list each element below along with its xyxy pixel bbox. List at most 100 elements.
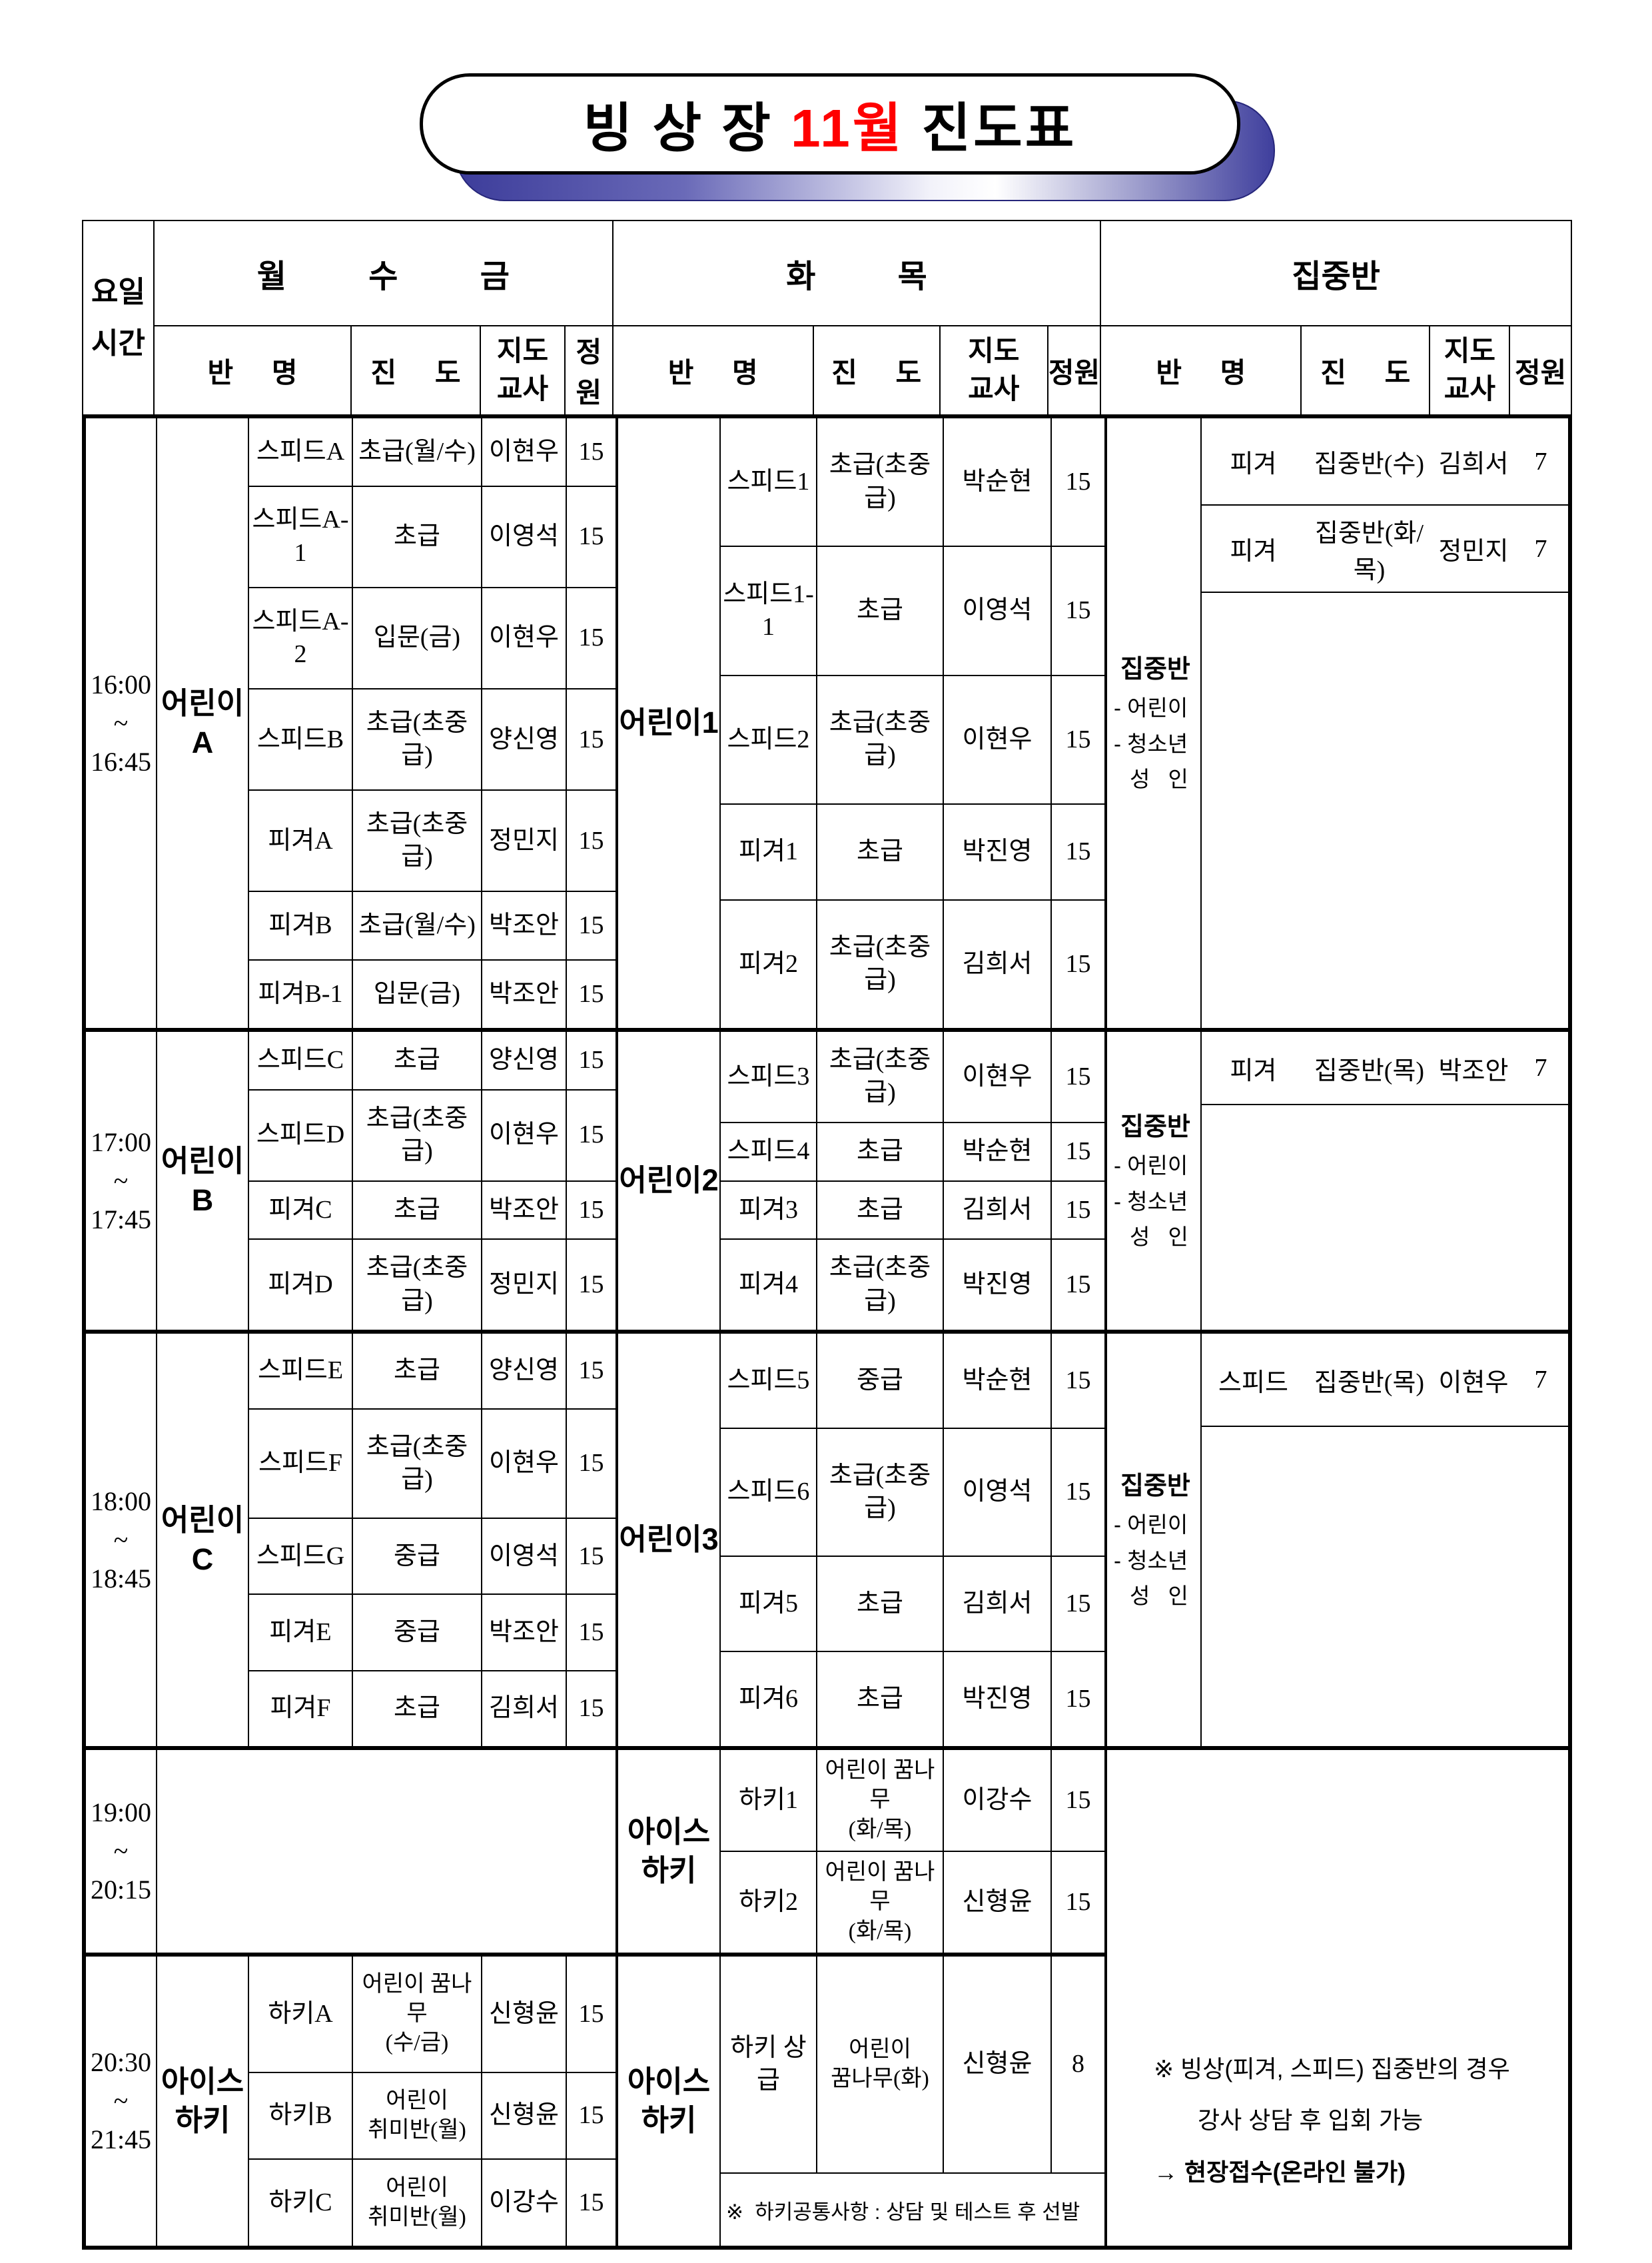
header-teacher: 지도 교사 [939, 326, 1047, 414]
group-mwf-row: 피겨B-1 입문(금) 박조안 15 [249, 959, 616, 1029]
group-focus: 집중반 - 어린이 - 청소년 성 인 피겨 집중반(수) 김희서 7 피겨 집중반(화/목) 정민… [1104, 418, 1568, 1028]
class-name-cell: 스피드2 [727, 725, 810, 753]
group-mwf-rows: 스피드A 초급(월/수) 이현우 15 스피드A-1 초급 이영석 15 스피드A-2 입문(금)… [249, 418, 616, 1029]
class-name-cell: 스피드E [257, 1356, 344, 1385]
capacity-cell: 15 [1050, 1428, 1104, 1556]
focus-row: 피겨 집중반(수) 김희서 7 [1202, 418, 1568, 506]
group-mwf-rows: 스피드E 초급 양신영 15 스피드F 초급(초중급) 이현우 15 스피드G 중급 이영석 15 피겨… [249, 1334, 616, 1747]
class-name-cell: 스피드6 [727, 1478, 810, 1506]
progress-cell: 초급(초중급) [352, 1240, 481, 1330]
capacity-cell: 15 [566, 2160, 616, 2246]
group-tt-row: 하키2 어린이 꿈나무 (화/목) 신형윤 15 [721, 1851, 1104, 1953]
group-tt-rows: 스피드1 초급(초중급) 박순현 15 스피드1-1 초급 이영석 15 스피드2 초급(초중급)… [721, 418, 1104, 1029]
group-tt-row: 스피드1-1 초급 이영석 15 [721, 546, 1104, 675]
capacity-cell: 15 [566, 1410, 616, 1518]
capacity-cell: 15 [566, 689, 616, 790]
class-name-cell: 피겨5 [739, 1589, 798, 1617]
teacher-cell: 이영석 [943, 547, 1050, 675]
progress-cell: 초급(월/수) [352, 892, 481, 960]
header-teacher: 지도 교사 [480, 326, 564, 414]
progress-cell: 어린이 꿈나무 (화/목) [816, 1852, 943, 1953]
progress-cell: 초급(초중급) [816, 900, 943, 1029]
teacher-cell: 김희서 [481, 1671, 566, 1747]
focus-note-line2: 강사 상담 후 입회 가능 [1198, 2106, 1424, 2134]
header-class-name: 반 명 [1156, 356, 1246, 388]
teacher-cell: 이현우 [481, 1090, 566, 1180]
teacher-cell: 박순현 [943, 1123, 1050, 1180]
capacity-cell: 15 [566, 961, 616, 1029]
progress-cell: 집중반(화/목) [1314, 519, 1424, 584]
focus-row: 피겨 집중반(목) 박조안 7 [1202, 1032, 1568, 1105]
focus-empty-area [1202, 1427, 1568, 1746]
class-name-cell: 피겨 [1230, 1057, 1277, 1085]
group-mwf-label: 아이스 하키 [157, 1957, 249, 2246]
group-mwf: 아이스 하키 하키A 어린이 꿈나무 (수/금) 신형윤 15 하키B 어린이 취미반(월)… [157, 1957, 616, 2246]
capacity-cell: 15 [1050, 1032, 1104, 1122]
group-mwf-row: 스피드A-1 초급 이영석 15 [249, 485, 616, 587]
hockey-common-note: ※ 하키공통사항 : 상담 및 테스트 후 선발 [721, 2172, 1104, 2246]
group-tt-label: 아이스 하키 [618, 1750, 721, 1953]
progress-cell: 초급 [352, 1671, 481, 1747]
progress-cell: 어린이 꿈나무 (수/금) [352, 1957, 481, 2072]
teacher-cell: 양신영 [481, 1032, 566, 1089]
class-name-cell: 스피드A-2 [252, 607, 349, 669]
group-mwf-row: 스피드F 초급(초중급) 이현우 15 [249, 1408, 616, 1518]
class-name-cell: 스피드1-1 [723, 580, 814, 641]
group-tt-row: 하키 상급 어린이 꿈나무(화) 신형윤 8 [721, 1957, 1104, 2172]
capacity-cell: 15 [566, 418, 616, 486]
header-class-name: 반 명 [667, 356, 758, 388]
teacher-cell: 이강수 [481, 2160, 566, 2246]
group-tt-label: 어린이2 [618, 1032, 721, 1330]
capacity-cell: 15 [566, 1032, 616, 1089]
teacher-cell: 이현우 [943, 676, 1050, 803]
group-tt-row: 스피드3 초급(초중급) 이현우 15 [721, 1032, 1104, 1122]
class-name-cell: 스피드A-1 [252, 506, 349, 567]
capacity-cell: 15 [566, 1595, 616, 1670]
group-mwf-label: 어린이A [157, 418, 249, 1028]
focus-label-line: - 청소년 [1114, 1548, 1188, 1573]
group-mwf-row: 하키A 어린이 꿈나무 (수/금) 신형윤 15 [249, 1957, 616, 2072]
capacity-cell: 15 [1050, 1123, 1104, 1180]
focus-empty-area [1202, 593, 1568, 1028]
focus-rows: 피겨 집중반(수) 김희서 7 피겨 집중반(화/목) 정민지 7 [1202, 418, 1568, 1028]
teacher-cell: 이영석 [481, 1519, 566, 1594]
focus-group-label: 집중반 - 어린이 - 청소년 성 인 [1107, 1334, 1202, 1746]
teacher-cell: 신형윤 [943, 1957, 1050, 2172]
table-body: 16:00 ~ 16:45 어린이A 스피드A 초급(월/수) 이현우 15 스피드A-1 초… [82, 418, 1572, 2250]
time-block-1: 16:00 ~ 16:45 어린이A 스피드A 초급(월/수) 이현우 15 스피드A-1 초… [86, 418, 1568, 1029]
class-name-cell: 피겨E [269, 1617, 332, 1646]
group-tt-row: 스피드5 중급 박순현 15 [721, 1334, 1104, 1428]
focus-row: 스피드 집중반(목) 이현우 7 [1202, 1334, 1568, 1427]
time-block-3: 18:00 ~ 18:45 어린이C 스피드E 초급 양신영 15 스피드F 초급(초중급) 이… [86, 1330, 1568, 1747]
capacity-cell: 15 [566, 1519, 616, 1594]
focus-group-label: 집중반 - 어린이 - 청소년 성 인 [1107, 418, 1202, 1028]
teacher-cell: 김희서 [1438, 450, 1509, 478]
focus-label-line: - 어린이 [1114, 1153, 1188, 1178]
progress-cell: 초급 [352, 486, 481, 587]
title-suffix: 진도표 [904, 99, 1077, 158]
progress-cell: 초급(초중급) [816, 676, 943, 803]
progress-cell: 초급(초중급) [816, 1240, 943, 1330]
focus-rows: 스피드 집중반(목) 이현우 7 [1202, 1334, 1568, 1746]
group-mwf-rows: 스피드C 초급 양신영 15 스피드D 초급(초중급) 이현우 15 피겨C 초급 박조안 15 피겨D… [249, 1032, 616, 1330]
time-block-2: 17:00 ~ 17:45 어린이B 스피드C 초급 양신영 15 스피드D 초급(초중급) 이… [86, 1028, 1568, 1330]
header-subrow-1: 반 명 진 도 지도 교사 정원 [155, 326, 612, 414]
group-tt: 어린이2 스피드3 초급(초중급) 이현우 15 스피드4 초급 박순현 15 피겨3 초급 김희서 1… [616, 1032, 1104, 1330]
teacher-cell: 김희서 [943, 900, 1050, 1029]
progress-cell: 초급 [352, 1334, 481, 1409]
teacher-cell: 양신영 [481, 689, 566, 790]
time-cell: 20:30 ~ 21:45 [86, 1957, 157, 2246]
capacity-cell: 15 [1050, 1334, 1104, 1428]
focus-note-line1: ※ 빙상(피겨, 스피드) 집중반의 경우 [1154, 2055, 1510, 2082]
teacher-cell: 이영석 [943, 1428, 1050, 1556]
progress-cell: 어린이 취미반(월) [352, 2160, 481, 2246]
class-name-cell: 스피드D [256, 1121, 345, 1149]
title-month: 11월 [791, 99, 905, 158]
capacity-cell: 15 [566, 1671, 616, 1747]
group-mwf-row: 피겨B 초급(월/수) 박조안 15 [249, 891, 616, 960]
group-mwf-row: 하키B 어린이 취미반(월) 신형윤 15 [249, 2071, 616, 2159]
class-name-cell: 스피드1 [727, 467, 810, 496]
teacher-cell: 신형윤 [481, 2072, 566, 2159]
group-mwf-row: 스피드C 초급 양신영 15 [249, 1032, 616, 1089]
